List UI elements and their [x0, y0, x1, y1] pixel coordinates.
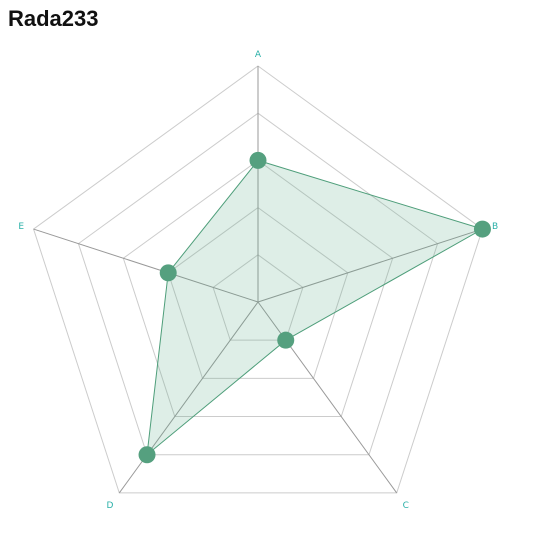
chart-title: Rada233	[8, 6, 99, 31]
grid-ring-5	[32, 65, 484, 494]
radar-series	[138, 151, 491, 464]
axis-label-B: B	[492, 222, 498, 232]
radar-grid	[32, 65, 484, 494]
data-point-A[interactable]	[249, 151, 267, 169]
axis-label-C: C	[403, 501, 409, 511]
data-point-D[interactable]	[138, 446, 156, 464]
axis-label-D: D	[106, 501, 113, 511]
data-point-E[interactable]	[159, 264, 177, 282]
grid-ring-3	[122, 159, 394, 418]
axis-labels: A B C D E	[18, 50, 498, 511]
series-area-0	[146, 159, 484, 456]
axis-label-E: E	[18, 222, 24, 232]
data-point-C[interactable]	[277, 331, 295, 349]
grid-ring-1	[212, 254, 304, 341]
grid-ring-4	[77, 112, 439, 456]
grid-ring-2	[167, 206, 349, 379]
spoke-E	[33, 228, 259, 303]
spoke-B	[257, 228, 483, 303]
axis-label-A: A	[255, 50, 262, 60]
data-point-B[interactable]	[473, 220, 491, 238]
